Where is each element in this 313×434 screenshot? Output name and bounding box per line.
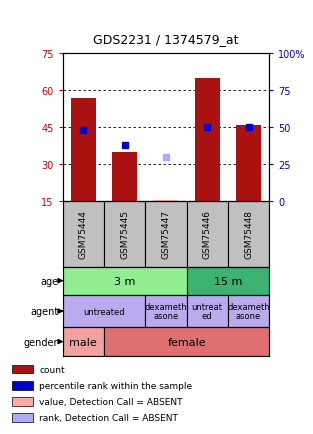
Text: count: count xyxy=(39,365,65,374)
Bar xyxy=(145,202,187,267)
Bar xyxy=(13,381,33,390)
Text: dexameth
asone: dexameth asone xyxy=(145,302,187,321)
Text: untreated: untreated xyxy=(83,307,125,316)
Text: gender: gender xyxy=(24,337,59,347)
Text: agent: agent xyxy=(30,306,59,316)
Text: female: female xyxy=(167,337,206,347)
Text: GSM75447: GSM75447 xyxy=(162,210,170,259)
Bar xyxy=(104,328,269,356)
Bar xyxy=(236,125,261,202)
Text: 3 m: 3 m xyxy=(114,276,135,286)
Bar xyxy=(63,295,145,328)
Bar xyxy=(112,153,137,202)
Bar xyxy=(63,328,104,356)
Bar xyxy=(145,295,187,328)
Bar xyxy=(71,99,96,202)
Bar xyxy=(63,267,187,295)
Bar xyxy=(187,267,269,295)
Bar xyxy=(228,202,269,267)
Text: value, Detection Call = ABSENT: value, Detection Call = ABSENT xyxy=(39,397,182,406)
Text: rank, Detection Call = ABSENT: rank, Detection Call = ABSENT xyxy=(39,413,178,422)
Bar xyxy=(153,201,178,202)
Text: dexameth
asone: dexameth asone xyxy=(227,302,270,321)
Text: GSM75445: GSM75445 xyxy=(120,210,129,259)
Text: male: male xyxy=(69,337,97,347)
Text: percentile rank within the sample: percentile rank within the sample xyxy=(39,381,192,390)
Text: GSM75448: GSM75448 xyxy=(244,210,253,259)
Text: GSM75446: GSM75446 xyxy=(203,210,212,259)
Text: untreat
ed: untreat ed xyxy=(192,302,223,321)
Bar xyxy=(195,79,220,202)
Bar xyxy=(187,202,228,267)
Text: age: age xyxy=(40,276,59,286)
Bar xyxy=(63,202,104,267)
Bar xyxy=(13,414,33,422)
Bar xyxy=(228,295,269,328)
Text: 15 m: 15 m xyxy=(214,276,242,286)
Bar xyxy=(187,295,228,328)
Bar xyxy=(13,365,33,374)
Text: GDS2231 / 1374579_at: GDS2231 / 1374579_at xyxy=(93,33,239,46)
Bar xyxy=(13,397,33,406)
Bar xyxy=(104,202,145,267)
Text: GSM75444: GSM75444 xyxy=(79,210,88,259)
